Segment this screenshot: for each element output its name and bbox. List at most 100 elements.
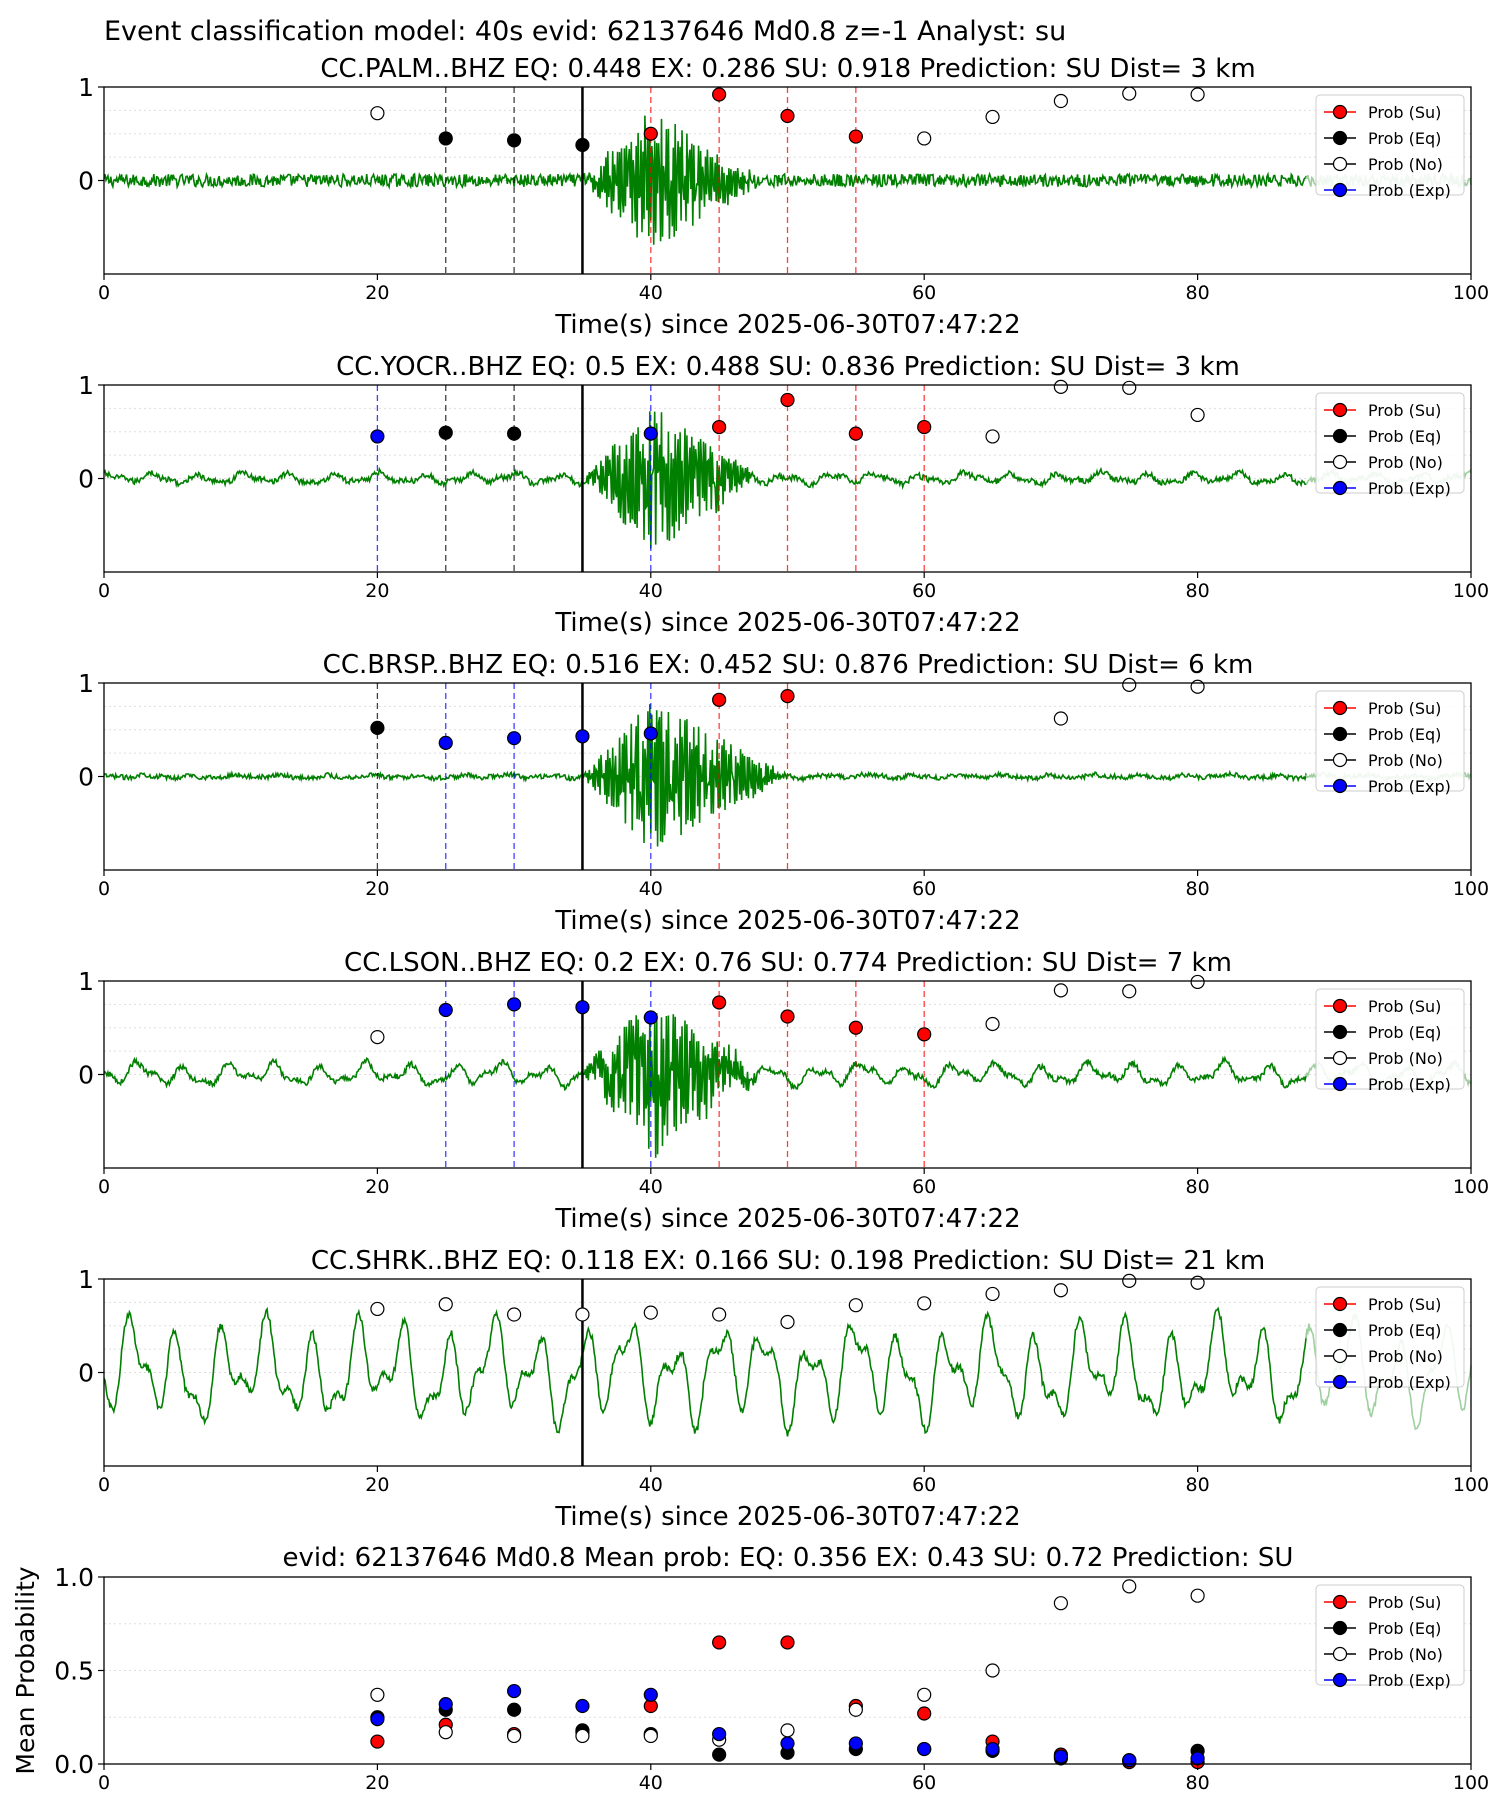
legend-box — [1315, 1584, 1465, 1686]
legend-marker-su — [1332, 104, 1348, 120]
legend-label: Prob (Eq) — [1368, 129, 1441, 148]
prob-point-su — [848, 426, 863, 441]
prob-point-no — [985, 429, 1000, 444]
x-tick-label: 20 — [365, 1176, 389, 1198]
prob-point-no — [575, 1307, 590, 1322]
prob-point-no — [1190, 679, 1205, 694]
prob-point-no — [370, 1029, 385, 1045]
x-tick-label: 20 — [365, 1474, 389, 1496]
x-tick-label: 40 — [639, 1772, 663, 1794]
waveform-trace — [103, 704, 1308, 847]
prob-point-no — [1053, 711, 1069, 726]
x-tick-label: 100 — [1453, 1772, 1489, 1794]
legend-label: Prob (No) — [1368, 1347, 1443, 1366]
waveform-trace — [103, 1013, 1308, 1158]
prob-point-exp — [438, 1002, 453, 1018]
legend: Prob (Su) Prob (Eq) Prob (No) Prob (Exp) — [1315, 1286, 1465, 1392]
y-tick-label: 0.0 — [54, 1750, 94, 1779]
x-tick-label: 0 — [98, 1772, 110, 1794]
prob-point-su — [643, 126, 658, 141]
prob-point-no — [1122, 677, 1137, 692]
mean-prob-point-eq — [712, 1747, 727, 1762]
legend-label: Prob (Su) — [1368, 699, 1441, 718]
x-tick-label: 0 — [98, 1176, 110, 1198]
legend: Prob (Su) Prob (Eq) Prob (No) Prob (Exp) — [1315, 1584, 1465, 1690]
prob-point-su — [780, 1009, 795, 1024]
y-tick-label: 1 — [78, 371, 94, 400]
legend-marker-exp — [1332, 1672, 1348, 1688]
x-tick-label: 60 — [912, 1474, 936, 1496]
mean-prob-point-su — [917, 1706, 932, 1721]
mean-prob-point-no — [506, 1728, 522, 1744]
x-tick-label: 60 — [912, 1176, 936, 1198]
panel-2: 0 20 40 60 80 100 0 1 CC.YOCR..BHZ EQ: 0.5 EX: 0… — [78, 352, 1489, 638]
prob-point-no — [506, 1307, 522, 1322]
legend-label: Prob (No) — [1368, 155, 1443, 174]
prob-point-no — [917, 1296, 932, 1311]
legend-box — [1315, 690, 1465, 792]
panel-title: CC.YOCR..BHZ EQ: 0.5 EX: 0.488 SU: 0.836… — [336, 352, 1240, 382]
x-tick-label: 20 — [365, 282, 389, 304]
legend-marker-su — [1332, 1594, 1348, 1610]
legend-label: Prob (Exp) — [1368, 479, 1451, 498]
legend-label: Prob (No) — [1368, 1049, 1443, 1068]
prob-point-no — [643, 1305, 658, 1320]
panel-1: 0 20 40 60 80 100 0 1 CC.PALM..BHZ EQ: 0.448 EX:… — [78, 54, 1489, 340]
prob-point-no — [1122, 380, 1137, 395]
x-tick-label: 20 — [365, 1772, 389, 1794]
legend-marker-no — [1332, 156, 1348, 172]
x-tick-label: 60 — [912, 282, 936, 304]
x-tick-label: 80 — [1186, 878, 1210, 900]
legend-marker-exp — [1332, 182, 1348, 198]
x-tick-label: 0 — [98, 580, 110, 602]
x-tick-label: 40 — [639, 282, 663, 304]
legend-label: Prob (Eq) — [1368, 427, 1441, 446]
legend-label: Prob (Su) — [1368, 1593, 1441, 1612]
prob-point-su — [917, 1027, 932, 1042]
legend-marker-exp — [1332, 1076, 1348, 1092]
x-tick-label: 20 — [365, 580, 389, 602]
mean-prob-point-no — [1122, 1579, 1137, 1594]
prob-point-su — [780, 688, 795, 704]
prob-point-exp — [506, 997, 522, 1012]
legend-label: Prob (Eq) — [1368, 725, 1441, 744]
y-tick-label: 1 — [78, 73, 94, 102]
prob-point-no — [985, 1016, 1000, 1032]
panel-title: CC.LSON..BHZ EQ: 0.2 EX: 0.76 SU: 0.774 … — [344, 948, 1232, 978]
x-tick-label: 60 — [912, 878, 936, 900]
prob-point-exp — [643, 426, 658, 441]
waveform-trace — [103, 411, 1308, 549]
x-tick-label: 40 — [639, 878, 663, 900]
legend-label: Prob (Exp) — [1368, 181, 1451, 200]
legend-marker-su — [1332, 998, 1348, 1014]
legend-marker-su — [1332, 1296, 1348, 1312]
figure-title: Event classification model: 40s evid: 62… — [104, 16, 1066, 47]
mean-prob-point-su — [712, 1635, 727, 1650]
prob-point-exp — [575, 729, 590, 744]
x-tick-label: 0 — [98, 878, 110, 900]
x-tick-label: 0 — [98, 1474, 110, 1496]
y-tick-label: 1.0 — [54, 1563, 94, 1592]
mean-prob-point-exp — [1122, 1753, 1137, 1768]
prob-point-no — [1122, 86, 1137, 101]
y-tick-label: 0 — [78, 465, 94, 494]
legend-marker-no — [1332, 1646, 1348, 1662]
prob-point-no — [1053, 93, 1069, 109]
prob-point-no — [370, 1301, 385, 1317]
prob-point-no — [1053, 983, 1069, 998]
legend-label: Prob (Eq) — [1368, 1619, 1441, 1638]
legend: Prob (Su) Prob (Eq) Prob (No) Prob (Exp) — [1315, 392, 1465, 498]
mean-prob-point-no — [780, 1723, 795, 1738]
x-tick-label: 100 — [1453, 1474, 1489, 1496]
prob-point-no — [1122, 984, 1137, 999]
prob-point-no — [780, 1314, 795, 1330]
panel-4: 0 20 40 60 80 100 0 1 CC.LSON..BHZ EQ: 0.2 EX: 0… — [78, 948, 1489, 1234]
prob-point-no — [1190, 1275, 1205, 1290]
prob-point-su — [712, 995, 727, 1010]
legend-label: Prob (Su) — [1368, 103, 1441, 122]
legend-marker-eq — [1332, 1024, 1348, 1040]
prob-point-no — [917, 131, 932, 146]
legend-marker-exp — [1332, 778, 1348, 794]
legend-label: Prob (No) — [1368, 453, 1443, 472]
